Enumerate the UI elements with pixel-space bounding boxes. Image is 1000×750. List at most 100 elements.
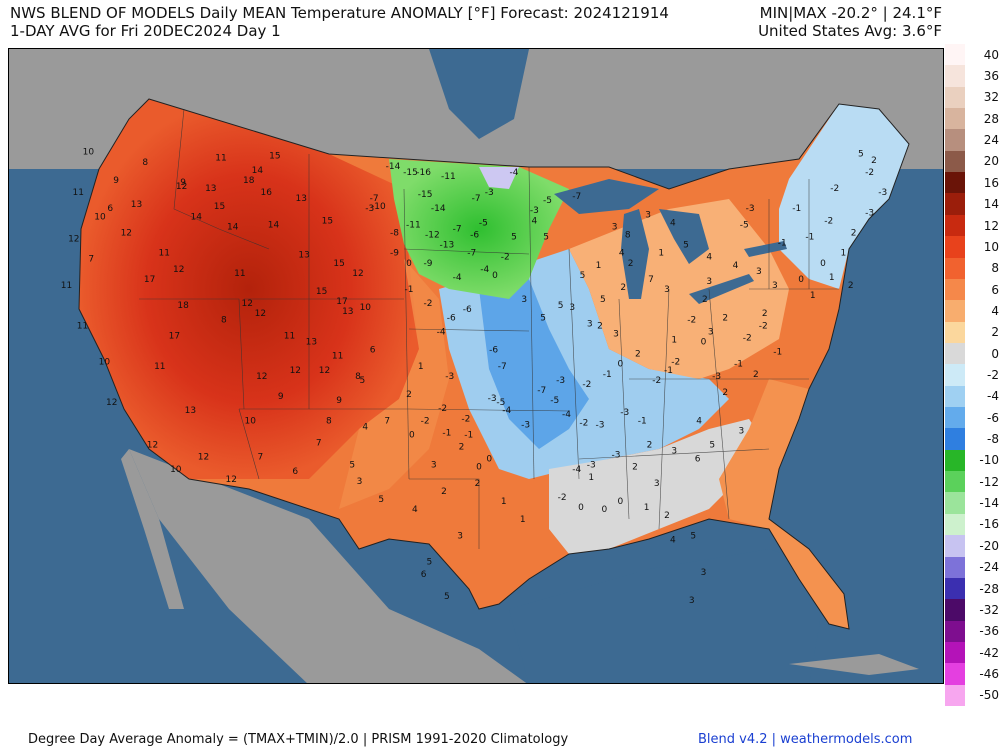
legend-swatch [945, 108, 965, 130]
anomaly-value-label: 2 [762, 309, 768, 319]
anomaly-value-label: -7 [370, 194, 379, 204]
anomaly-value-label: 11 [61, 281, 72, 291]
anomaly-value-label: 4 [733, 261, 739, 271]
anomaly-value-label: -3 [488, 394, 497, 404]
anomaly-value-label: 2 [722, 313, 728, 323]
anomaly-value-label: 2 [628, 259, 634, 269]
anomaly-value-label: -7 [453, 224, 462, 234]
anomaly-value-label: 2 [406, 390, 412, 400]
min-max-readout: MIN|MAX -20.2° | 24.1°F [759, 4, 942, 22]
lake-ontario [744, 241, 787, 257]
anomaly-value-label: 3 [701, 568, 707, 578]
anomaly-value-label: 1 [829, 273, 835, 283]
anomaly-value-label: 13 [131, 200, 142, 210]
anomaly-value-label: 14 [190, 212, 202, 222]
legend-swatch [945, 364, 965, 387]
legend-label: 14 [983, 197, 999, 212]
anomaly-value-label: 18 [243, 176, 255, 186]
anomaly-value-label: 8 [142, 158, 148, 168]
anomaly-value-label: 9 [180, 178, 186, 188]
anomaly-value-label: 11 [72, 188, 83, 198]
anomaly-value-label: -2 [671, 358, 680, 368]
anomaly-value-label: 3 [645, 210, 651, 220]
anomaly-value-label: 3 [654, 479, 660, 489]
anomaly-value-label: -3 [587, 461, 596, 471]
anomaly-value-label: 12 [290, 366, 301, 376]
anomaly-value-label: 12 [121, 229, 132, 239]
anomaly-value-label: 12 [106, 398, 117, 408]
legend-swatch [945, 663, 965, 686]
anomaly-value-label: 0 [798, 275, 804, 285]
legend-label: -32 [979, 602, 999, 617]
anomaly-value-label: 10 [94, 212, 106, 222]
anomaly-value-label: -3 [746, 204, 755, 214]
anomaly-value-label: 0 [486, 455, 492, 465]
anomaly-value-label: 5 [690, 531, 696, 541]
anomaly-value-label: -2 [424, 299, 433, 309]
anomaly-value-label: 4 [670, 218, 676, 228]
anomaly-value-label: -11 [441, 172, 456, 182]
anomaly-value-label: -13 [440, 241, 455, 251]
legend-label: 10 [983, 239, 999, 254]
legend-label: 8 [991, 261, 999, 276]
legend-label: -4 [987, 389, 999, 404]
anomaly-value-label: 12 [198, 453, 209, 463]
anomaly-value-label: -4 [437, 327, 446, 337]
anomaly-value-label: 14 [252, 166, 264, 176]
anomaly-value-label: 2 [620, 283, 626, 293]
anomaly-value-label: 7 [648, 275, 654, 285]
anomaly-value-label: 3 [756, 267, 762, 277]
anomaly-value-label: 12 [68, 235, 79, 245]
legend-swatch [945, 556, 965, 579]
legend-swatch [945, 236, 965, 259]
anomaly-value-label: 3 [569, 303, 575, 313]
anomaly-value-label: -2 [421, 416, 430, 426]
anomaly-value-label: 4 [706, 253, 712, 263]
anomaly-value-label: -3 [365, 204, 374, 214]
us-average-readout: United States Avg: 3.6°F [758, 22, 942, 40]
anomaly-value-label: 0 [820, 259, 826, 269]
anomaly-value-label: 15 [316, 287, 327, 297]
anomaly-value-label: -1 [442, 428, 451, 438]
footer-source-link[interactable]: Blend v4.2 | weathermodels.com [698, 732, 913, 747]
anomaly-value-label: -12 [425, 231, 440, 241]
anomaly-value-label: 7 [384, 416, 390, 426]
legend-label: 16 [983, 175, 999, 190]
anomaly-value-label: 2 [851, 229, 857, 239]
color-legend: 40 36 32 28 24 20 16 14 12 10 8 6 4 2 0 -2 -4 -6 -8 -10 -12-… [945, 44, 1000, 707]
anomaly-value-label: 18 [177, 301, 189, 311]
anomaly-value-label: 2 [597, 321, 603, 331]
anomaly-value-label: 3 [739, 426, 745, 436]
anomaly-value-label: 1 [671, 336, 677, 346]
anomaly-value-label: -15 [418, 190, 433, 200]
southeast-warm-region [719, 379, 849, 629]
anomaly-value-label: 4 [619, 249, 625, 259]
anomaly-value-label: 3 [612, 222, 618, 232]
anomaly-value-label: -4 [572, 465, 581, 475]
anomaly-value-label: 8 [625, 231, 631, 241]
anomaly-value-label: 12 [225, 475, 236, 485]
anomaly-value-label: 12 [147, 441, 158, 451]
anomaly-value-label: 11 [158, 249, 169, 259]
anomaly-value-label: 9 [336, 396, 342, 406]
anomaly-value-label: -6 [489, 346, 498, 356]
anomaly-value-label: 2 [702, 295, 708, 305]
anomaly-value-label: 5 [709, 441, 715, 451]
anomaly-value-label: -3 [712, 372, 721, 382]
anomaly-value-label: 9 [278, 392, 284, 402]
legend-swatch [945, 86, 965, 109]
anomaly-value-label: -2 [687, 315, 696, 325]
anomaly-value-label: -8 [390, 229, 399, 239]
legend-label: -50 [979, 688, 999, 703]
anomaly-value-label: -2 [652, 376, 661, 386]
anomaly-value-label: -2 [824, 216, 833, 226]
anomaly-value-label: 3 [706, 277, 712, 287]
legend-swatch [945, 641, 965, 664]
anomaly-value-label: 11 [234, 269, 245, 279]
legend-label: -46 [979, 666, 999, 681]
anomaly-value-label: 3 [521, 295, 527, 305]
anomaly-value-label: 15 [214, 202, 225, 212]
lake-erie [689, 274, 754, 304]
anomaly-value-label: 2 [753, 370, 759, 380]
dakotas-cold-core [479, 167, 519, 189]
